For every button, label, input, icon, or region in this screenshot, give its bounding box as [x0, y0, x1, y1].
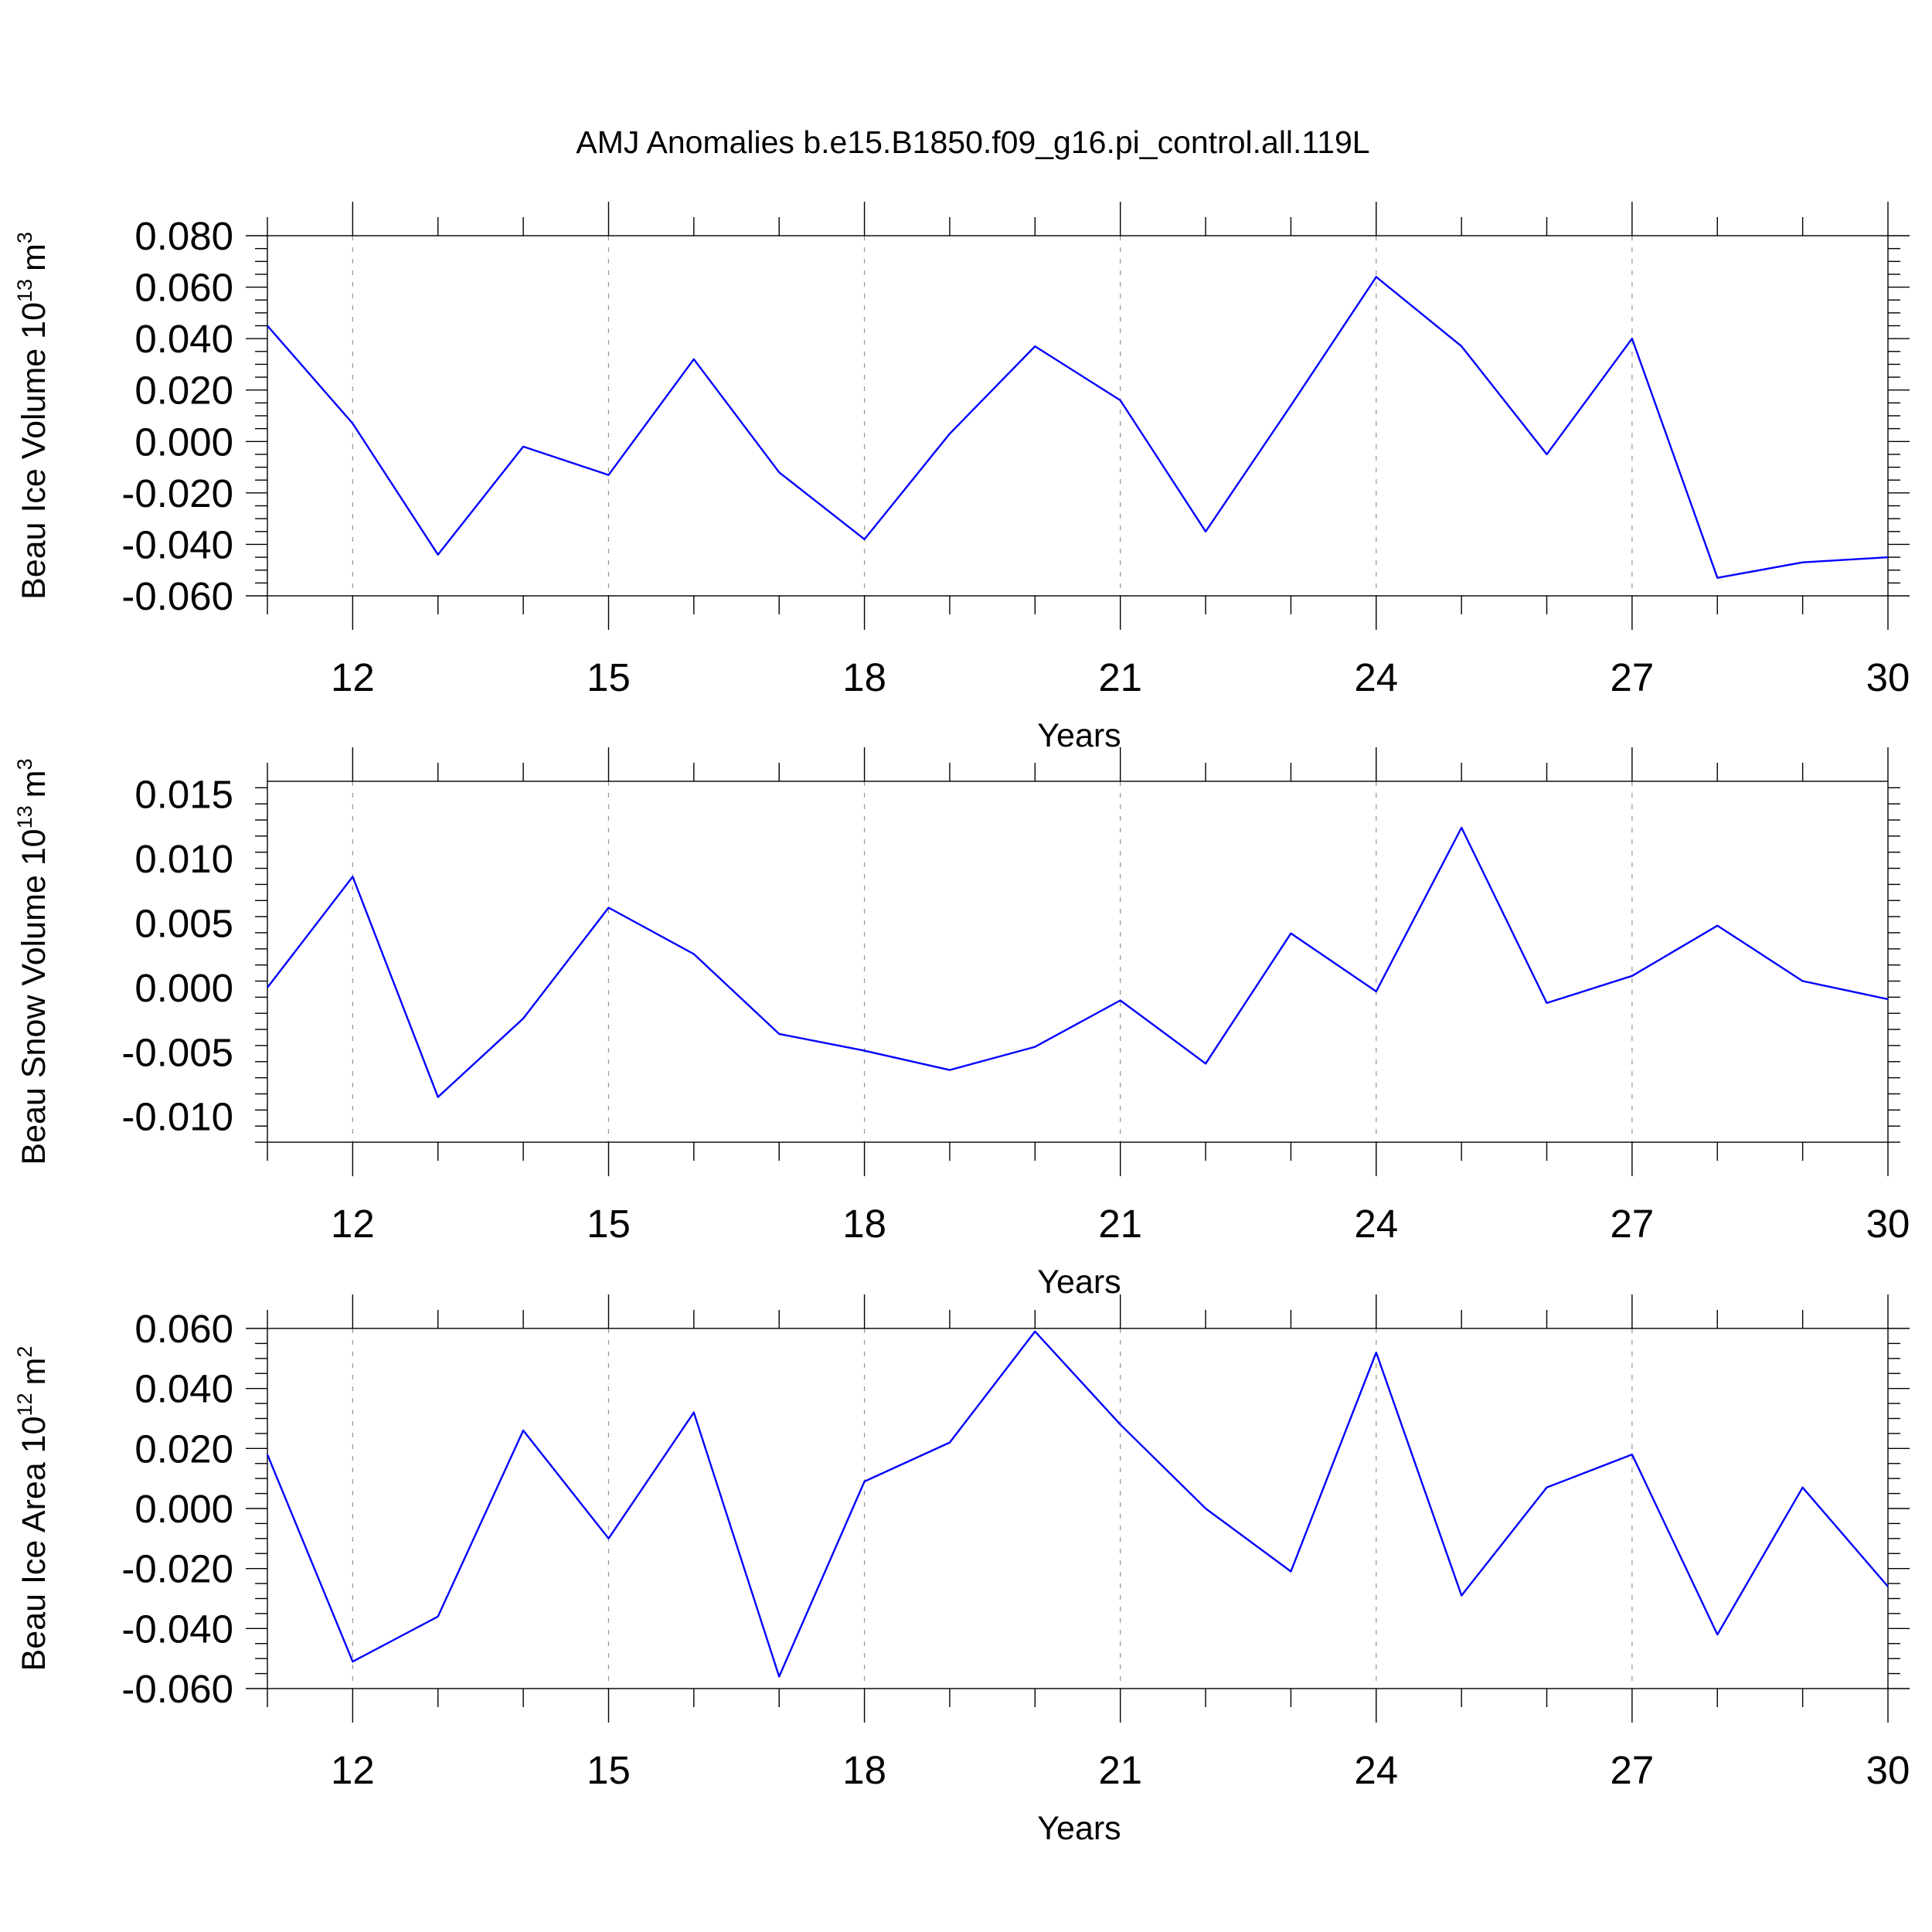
snow-volume-x-tick-label: 24 — [1354, 1202, 1398, 1246]
snow-volume-y-axis-title: Beau Snow Volume 1013 m3 — [13, 759, 53, 1165]
snow-volume-y-tick-label: 0.005 — [134, 901, 233, 945]
ice-volume-x-tick-label: 30 — [1866, 655, 1910, 699]
ice-volume-y-axis-title-text: Beau Ice Volume 10 — [15, 302, 53, 600]
ice-volume-y-axis-title-unit-exponent: 3 — [13, 232, 36, 243]
ice-volume-y-tick-label: -0.020 — [121, 471, 233, 515]
snow-volume-frame — [267, 781, 1889, 1143]
snow-volume-y-tick-label: -0.005 — [121, 1030, 233, 1074]
ice-volume-y-tick-label: -0.040 — [121, 522, 233, 566]
snow-volume-x-tick-label: 18 — [842, 1202, 886, 1246]
ice-area-y-tick-label: 0.000 — [134, 1487, 233, 1531]
ice-volume-x-tick-label: 18 — [842, 655, 886, 699]
ice-area-series-line — [266, 1330, 1889, 1678]
ice-area-x-axis-title: Years — [1037, 1810, 1121, 1847]
snow-volume-x-axis-title: Years — [1037, 1264, 1121, 1301]
ice-area-x-tick-label: 21 — [1098, 1748, 1142, 1792]
panels: 12 15 18 21 24 27 30 0.080 0.060 0.040 0.020 0.000 -… — [13, 202, 1910, 1847]
ice-volume-y-tick-label: 0.040 — [134, 317, 233, 361]
ice-volume-y-axis-title-unit: m — [15, 243, 53, 271]
snow-volume-x-tick-label: 15 — [587, 1202, 631, 1246]
snow-volume-y-axis-title-unit-exponent: 3 — [13, 759, 36, 770]
ice-volume-x-axis-title: Years — [1037, 717, 1121, 754]
ice-area-x-tick-label: 24 — [1354, 1748, 1398, 1792]
ice-volume-x-tick-label: 15 — [587, 655, 631, 699]
ice-volume-x-tick-label: 12 — [331, 655, 375, 699]
ice-area-x-tick-label: 27 — [1611, 1748, 1655, 1792]
snow-volume-x-tick-label: 21 — [1098, 1202, 1142, 1246]
snow-volume-series-line — [267, 826, 1889, 1098]
snow-volume-y-tick-label: 0.010 — [134, 837, 233, 881]
snow-volume-y-tick-label: -0.010 — [121, 1095, 233, 1139]
ice-area-y-tick-label: 0.040 — [134, 1367, 233, 1411]
ice-volume-y-tick-label: 0.080 — [134, 214, 233, 258]
ice-area-x-tick-label: 18 — [842, 1748, 886, 1792]
snow-volume-x-tick-label: 30 — [1866, 1202, 1910, 1246]
ice-area-x-tick-label: 15 — [587, 1748, 631, 1792]
ice-volume-series-line — [267, 276, 1889, 579]
ice-area-x-tick-label: 30 — [1866, 1748, 1910, 1792]
snow-volume-x-tick-label: 27 — [1611, 1202, 1655, 1246]
ice-volume-y-tick-label: 0.060 — [134, 266, 233, 310]
snow-volume-y-tick-label: 0.000 — [134, 966, 233, 1010]
ice-volume-y-axis-title-exponent: 13 — [13, 279, 36, 302]
ice-area-y-tick-label: 0.020 — [134, 1427, 233, 1471]
ice-volume-x-tick-label: 24 — [1354, 655, 1398, 699]
ice-volume-y-tick-label: 0.000 — [134, 420, 233, 464]
ice-area-x-tick-label: 12 — [331, 1748, 375, 1792]
ice-volume-x-tick-label: 27 — [1611, 655, 1655, 699]
ice-area-y-axis-title-exponent: 12 — [13, 1393, 36, 1416]
snow-volume-y-axis-title-exponent: 13 — [13, 805, 36, 828]
ice-area-y-tick-label: -0.020 — [121, 1547, 233, 1591]
snow-volume-y-tick-label: 0.015 — [134, 773, 233, 817]
snow-volume-y-axis-title-unit: m — [15, 770, 53, 798]
ice-area-frame — [267, 1328, 1889, 1689]
ice-volume-x-tick-label: 21 — [1098, 655, 1142, 699]
ice-area-y-axis-title-unit-exponent: 2 — [13, 1346, 36, 1358]
ice-area-y-axis-title-text: Beau Ice Area 10 — [15, 1416, 53, 1671]
ice-volume-frame — [267, 235, 1889, 597]
ice-volume-y-tick-label: -0.060 — [121, 574, 233, 618]
snow-volume-panel: 12 15 18 21 24 27 30 0.015 0.010 0.005 0.000 -0.005… — [13, 747, 1910, 1301]
ice-area-y-tick-label: -0.040 — [121, 1607, 233, 1651]
ice-volume-panel: 12 15 18 21 24 27 30 0.080 0.060 0.040 0.020 0.000 -… — [13, 202, 1910, 754]
ice-area-y-tick-label: -0.060 — [121, 1667, 233, 1711]
snow-volume-x-tick-label: 12 — [331, 1202, 375, 1246]
snow-volume-y-axis-title-text: Beau Snow Volume 10 — [15, 828, 53, 1165]
ice-volume-y-axis-title: Beau Ice Volume 1013 m3 — [13, 232, 53, 600]
ice-area-panel: 12 15 18 21 24 27 30 0.060 0.040 0.020 0.000 -0.020… — [13, 1294, 1910, 1847]
ice-area-y-axis-title-unit: m — [15, 1358, 53, 1386]
ice-area-y-axis-title: Beau Ice Area 1012 m2 — [13, 1346, 53, 1672]
chart-title: AMJ Anomalies b.e15.B1850.f09_g16.pi_con… — [576, 124, 1369, 160]
ice-area-y-tick-label: 0.060 — [134, 1307, 233, 1351]
ice-volume-y-tick-label: 0.020 — [134, 369, 233, 413]
